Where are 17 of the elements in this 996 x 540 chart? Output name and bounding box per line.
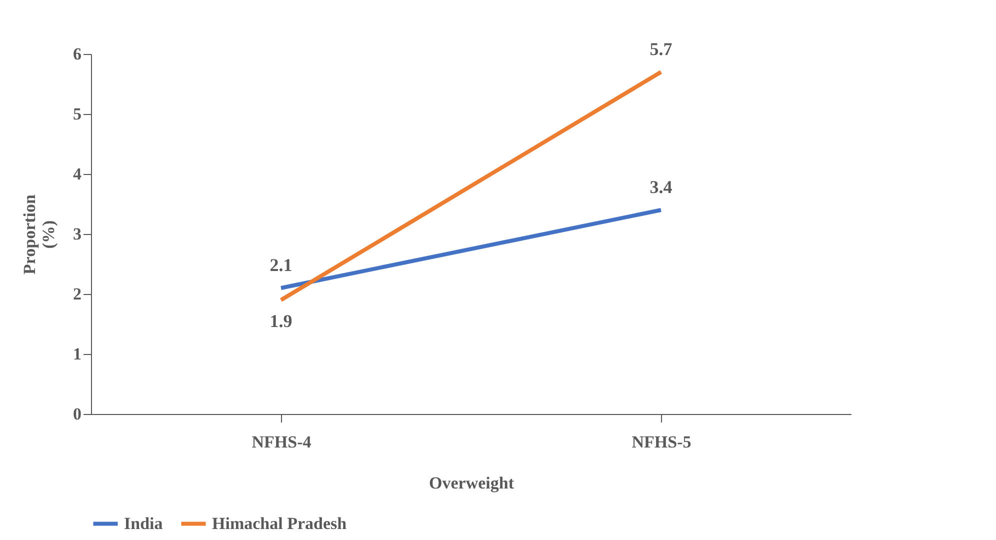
y-axis-title: Proportion (%) (20, 194, 58, 274)
y-tick-label: 2 (73, 284, 82, 304)
data-label: 3.4 (650, 177, 672, 197)
y-tick-label: 1 (73, 344, 82, 364)
y-tick-label: 0 (73, 404, 82, 424)
x-tick-label: NFHS-5 (632, 432, 692, 452)
y-tick-label: 3 (73, 224, 82, 244)
data-label: 1.9 (270, 311, 292, 331)
x-tick-label: NFHS-4 (252, 432, 312, 452)
data-label: 2.1 (270, 255, 292, 275)
data-label: 5.7 (650, 39, 672, 59)
x-axis-title: Overweight (429, 474, 514, 492)
y-tick-label: 4 (73, 164, 82, 184)
y-tick-label: 6 (73, 44, 82, 64)
legend-label: India (124, 514, 164, 533)
y-tick-label: 5 (73, 104, 82, 124)
legend-label: Himachal Pradesh (212, 514, 348, 533)
